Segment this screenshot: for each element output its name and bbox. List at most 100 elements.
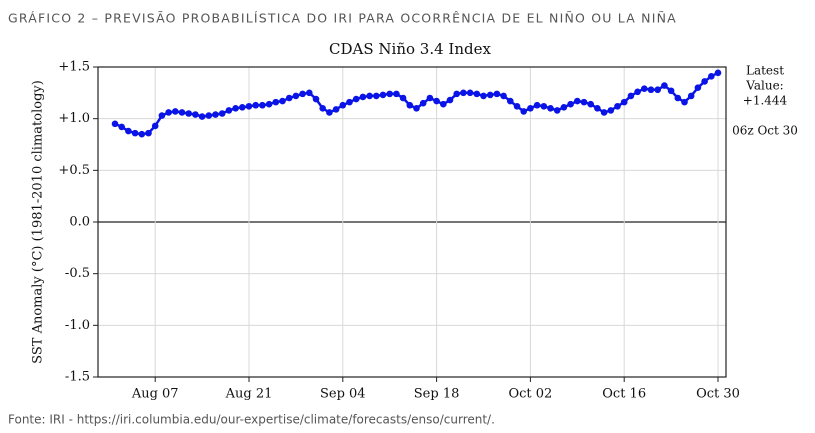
data-point bbox=[306, 89, 313, 97]
data-point bbox=[373, 92, 380, 100]
y-tick-label: -1.0 bbox=[65, 318, 90, 333]
data-point bbox=[299, 90, 306, 98]
data-point bbox=[687, 92, 695, 100]
data-point bbox=[567, 100, 574, 108]
x-tick-label: Oct 30 bbox=[696, 387, 740, 402]
data-point bbox=[574, 97, 581, 105]
x-tick-label: Oct 02 bbox=[508, 387, 552, 402]
y-tick-label: +0.5 bbox=[58, 163, 90, 178]
data-point bbox=[446, 96, 454, 104]
data-point bbox=[627, 92, 635, 100]
data-point bbox=[681, 98, 688, 106]
data-point bbox=[178, 109, 186, 116]
y-tick-label: 0.0 bbox=[69, 215, 90, 230]
data-point bbox=[540, 102, 548, 110]
data-point bbox=[192, 111, 199, 118]
x-tick-label: Oct 16 bbox=[602, 387, 646, 402]
data-point bbox=[701, 78, 708, 85]
data-point bbox=[379, 91, 387, 99]
data-point bbox=[259, 101, 266, 109]
data-point bbox=[158, 112, 166, 119]
data-point bbox=[507, 97, 514, 105]
data-point bbox=[205, 112, 213, 119]
data-point bbox=[125, 127, 132, 135]
data-point bbox=[486, 91, 494, 99]
y-tick-label: +1.5 bbox=[58, 60, 90, 75]
data-point bbox=[172, 108, 179, 115]
data-point bbox=[493, 90, 501, 98]
data-point bbox=[138, 130, 146, 138]
annotation: 06z Oct 30 bbox=[732, 124, 798, 138]
data-point bbox=[131, 129, 139, 137]
page-footer: Fonte: IRI - https://iri.columbia.edu/ou… bbox=[8, 413, 495, 427]
data-point bbox=[279, 97, 286, 105]
data-point bbox=[118, 123, 125, 131]
data-point bbox=[312, 95, 320, 103]
data-point bbox=[212, 111, 219, 118]
data-point bbox=[225, 107, 233, 114]
x-tick-label: Sep 18 bbox=[414, 387, 460, 402]
data-point bbox=[332, 106, 340, 113]
data-point bbox=[641, 85, 648, 92]
y-axis-label: SST Anomaly (°C) (1981-2010 climatology) bbox=[31, 80, 46, 364]
x-tick-label: Aug 21 bbox=[225, 387, 273, 402]
data-point bbox=[708, 73, 715, 80]
data-point bbox=[674, 94, 682, 102]
data-point bbox=[694, 84, 702, 91]
data-point bbox=[587, 100, 594, 108]
data-point bbox=[151, 122, 159, 130]
data-point bbox=[547, 105, 554, 112]
data-point bbox=[252, 101, 259, 109]
data-point bbox=[513, 102, 521, 110]
x-tick-label: Sep 04 bbox=[320, 387, 366, 402]
data-point bbox=[480, 92, 487, 100]
series-line bbox=[114, 71, 719, 136]
y-tick-label: -0.5 bbox=[65, 266, 90, 281]
data-point bbox=[473, 90, 481, 98]
data-point bbox=[366, 92, 373, 100]
y-tick-label: -1.5 bbox=[65, 370, 90, 385]
data-point bbox=[339, 101, 347, 109]
data-point bbox=[661, 82, 668, 89]
data-point bbox=[145, 129, 152, 137]
data-point bbox=[527, 105, 534, 112]
data-point bbox=[393, 90, 400, 98]
data-point bbox=[520, 108, 527, 115]
data-point bbox=[245, 102, 253, 110]
data-point bbox=[419, 99, 427, 107]
data-point bbox=[232, 105, 239, 112]
annotation: +1.444 bbox=[743, 94, 788, 108]
data-point bbox=[594, 105, 601, 112]
data-point bbox=[580, 98, 588, 106]
data-point bbox=[319, 105, 327, 112]
data-point bbox=[440, 100, 447, 108]
data-point bbox=[466, 89, 474, 97]
data-point bbox=[326, 109, 333, 116]
data-point bbox=[399, 94, 407, 102]
data-point bbox=[346, 98, 353, 106]
x-tick-label: Aug 07 bbox=[131, 387, 179, 402]
data-point bbox=[634, 88, 641, 96]
data-point bbox=[620, 98, 628, 106]
data-point bbox=[239, 104, 246, 111]
data-point bbox=[426, 94, 434, 102]
data-point bbox=[406, 101, 414, 109]
data-point bbox=[359, 93, 367, 101]
y-tick-label: +1.0 bbox=[58, 111, 90, 126]
data-point bbox=[647, 86, 655, 94]
data-point bbox=[218, 110, 226, 117]
data-point bbox=[460, 89, 467, 97]
data-point bbox=[533, 101, 541, 109]
data-point bbox=[165, 109, 172, 116]
data-point bbox=[198, 113, 206, 120]
data-point bbox=[714, 69, 722, 77]
annotation: Latest bbox=[746, 64, 784, 78]
data-point bbox=[265, 100, 273, 108]
data-point bbox=[433, 97, 440, 105]
data-point bbox=[352, 95, 360, 103]
data-point bbox=[453, 90, 461, 98]
data-point bbox=[614, 102, 621, 110]
data-point bbox=[500, 92, 507, 100]
data-point bbox=[600, 109, 608, 116]
